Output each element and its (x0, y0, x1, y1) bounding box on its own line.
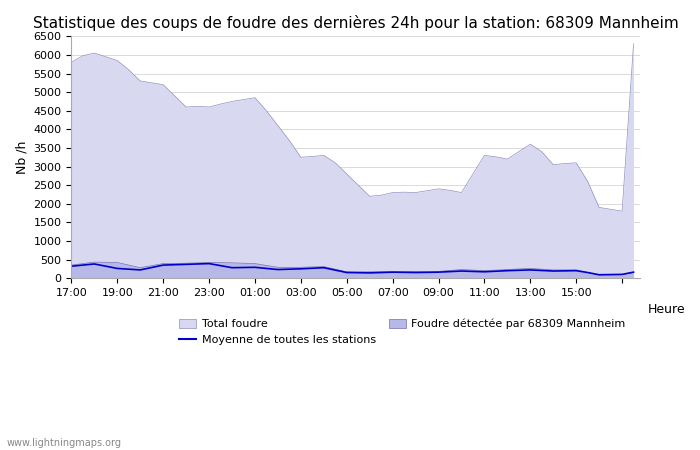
Y-axis label: Nb /h: Nb /h (15, 140, 28, 174)
Title: Statistique des coups de foudre des dernières 24h pour la station: 68309 Mannhei: Statistique des coups de foudre des dern… (33, 15, 679, 31)
Text: www.lightningmaps.org: www.lightningmaps.org (7, 438, 122, 448)
Text: Heure: Heure (648, 303, 685, 316)
Legend: Total foudre, Moyenne de toutes les stations, Foudre détectée par 68309 Mannheim: Total foudre, Moyenne de toutes les stat… (179, 319, 626, 345)
